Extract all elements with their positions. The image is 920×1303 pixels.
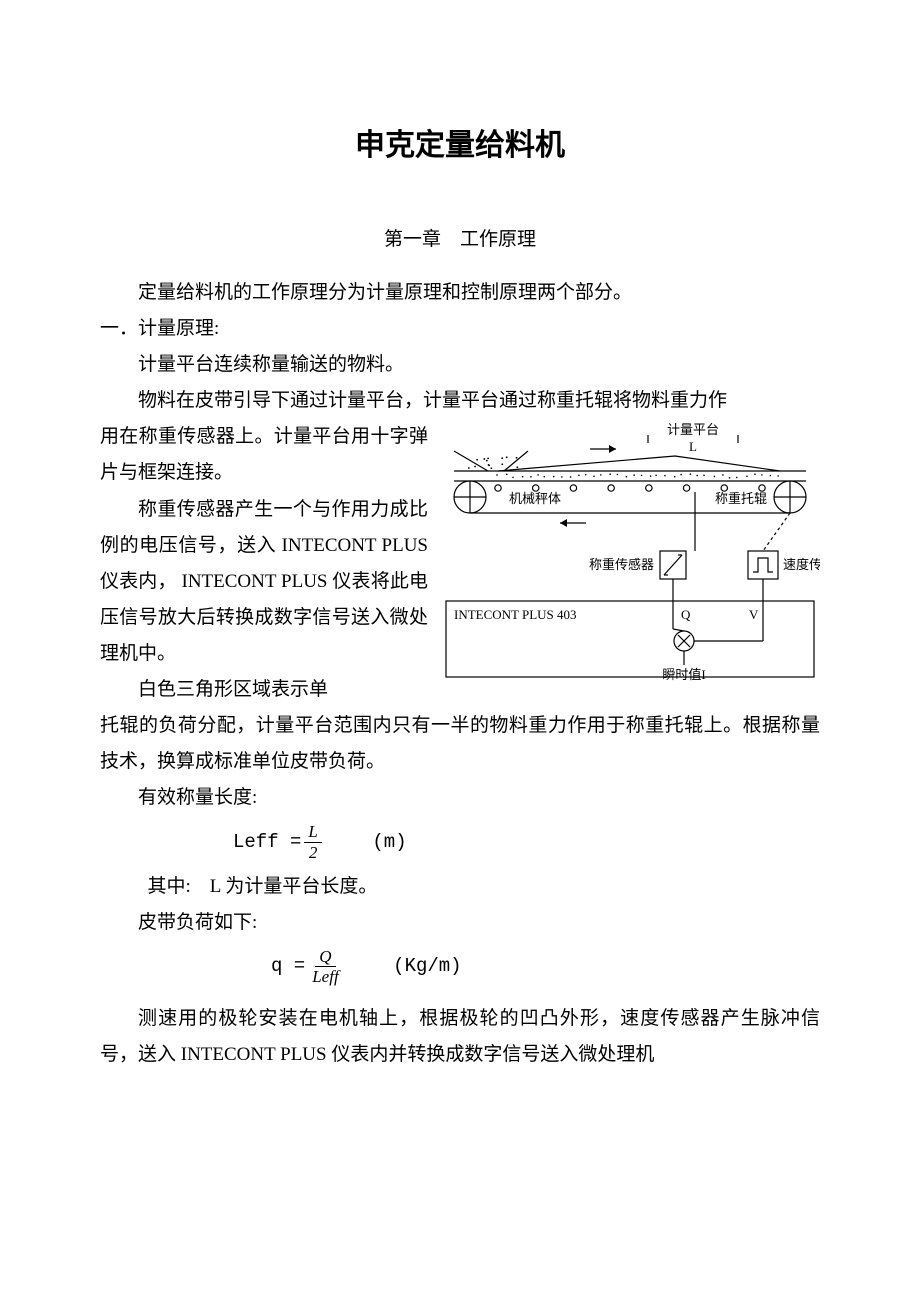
leff-lhs: Leff = xyxy=(233,829,301,856)
formula-leff: Leff = L 2 (m) xyxy=(100,822,820,862)
leff-denominator: 2 xyxy=(305,843,322,863)
intro-paragraph: 定量给料机的工作原理分为计量原理和控制原理两个部分。 xyxy=(100,275,820,311)
document-page: 申克定量给料机 第一章 工作原理 定量给料机的工作原理分为计量原理和控制原理两个… xyxy=(0,0,920,1303)
leff-fraction: L 2 xyxy=(304,822,321,862)
svg-text:速度传感器: 速度传感器 xyxy=(783,557,820,572)
svg-text:机械秤体: 机械秤体 xyxy=(509,491,561,506)
leff-unit: (m) xyxy=(372,829,406,856)
section-1-p4-cont: 托辊的负荷分配，计量平台范围内只有一半的物料重力作用于称重托辊上。根据称量技术，… xyxy=(100,708,820,780)
leff-where: 其中: L 为计量平台长度。 xyxy=(100,869,820,905)
section-1-p2a: 物料在皮带引导下通过计量平台，计量平台通过称重托辊将物料重力作 xyxy=(100,383,820,419)
section-1-heading: 一．计量原理: xyxy=(100,311,820,347)
q-denominator: Leff xyxy=(308,967,342,987)
svg-text:Q: Q xyxy=(681,607,691,622)
svg-text:计量平台: 计量平台 xyxy=(667,423,719,437)
leff-numerator: L xyxy=(304,822,321,843)
svg-text:L: L xyxy=(689,439,697,454)
chapter-heading: 第一章 工作原理 xyxy=(100,224,820,251)
q-unit: (Kg/m) xyxy=(393,953,461,980)
diagram-svg: 计量平台 L 机械秤体 称重托辊称重传感器 速度传感器 INTECONT PLUS 403… xyxy=(440,423,820,683)
svg-text:瞬时值I: 瞬时值I xyxy=(662,667,705,682)
beltload-label: 皮带负荷如下: xyxy=(100,905,820,941)
text-with-diagram: 计量平台 L 机械秤体 称重托辊称重传感器 速度传感器 INTECONT PLUS 403… xyxy=(100,419,820,708)
principle-diagram: 计量平台 L 机械秤体 称重托辊称重传感器 速度传感器 INTECONT PLUS 403… xyxy=(440,423,820,688)
q-numerator: Q xyxy=(315,947,335,968)
q-lhs: q = xyxy=(271,953,305,980)
eff-length-label: 有效称量长度: xyxy=(100,780,820,816)
section-1-p1: 计量平台连续称量输送的物料。 xyxy=(100,347,820,383)
q-fraction: Q Leff xyxy=(308,947,342,987)
formula-q: q = Q Leff (Kg/m) xyxy=(100,947,820,987)
svg-text:称重托辊: 称重托辊 xyxy=(715,491,767,506)
page-title: 申克定量给料机 xyxy=(100,120,820,164)
svg-text:V: V xyxy=(749,607,759,622)
svg-text:INTECONT PLUS 403: INTECONT PLUS 403 xyxy=(454,607,577,622)
speed-paragraph: 测速用的极轮安装在电机轴上，根据极轮的凹凸外形，速度传感器产生脉冲信号，送入 I… xyxy=(100,1001,820,1073)
svg-text:称重传感器: 称重传感器 xyxy=(589,557,654,572)
